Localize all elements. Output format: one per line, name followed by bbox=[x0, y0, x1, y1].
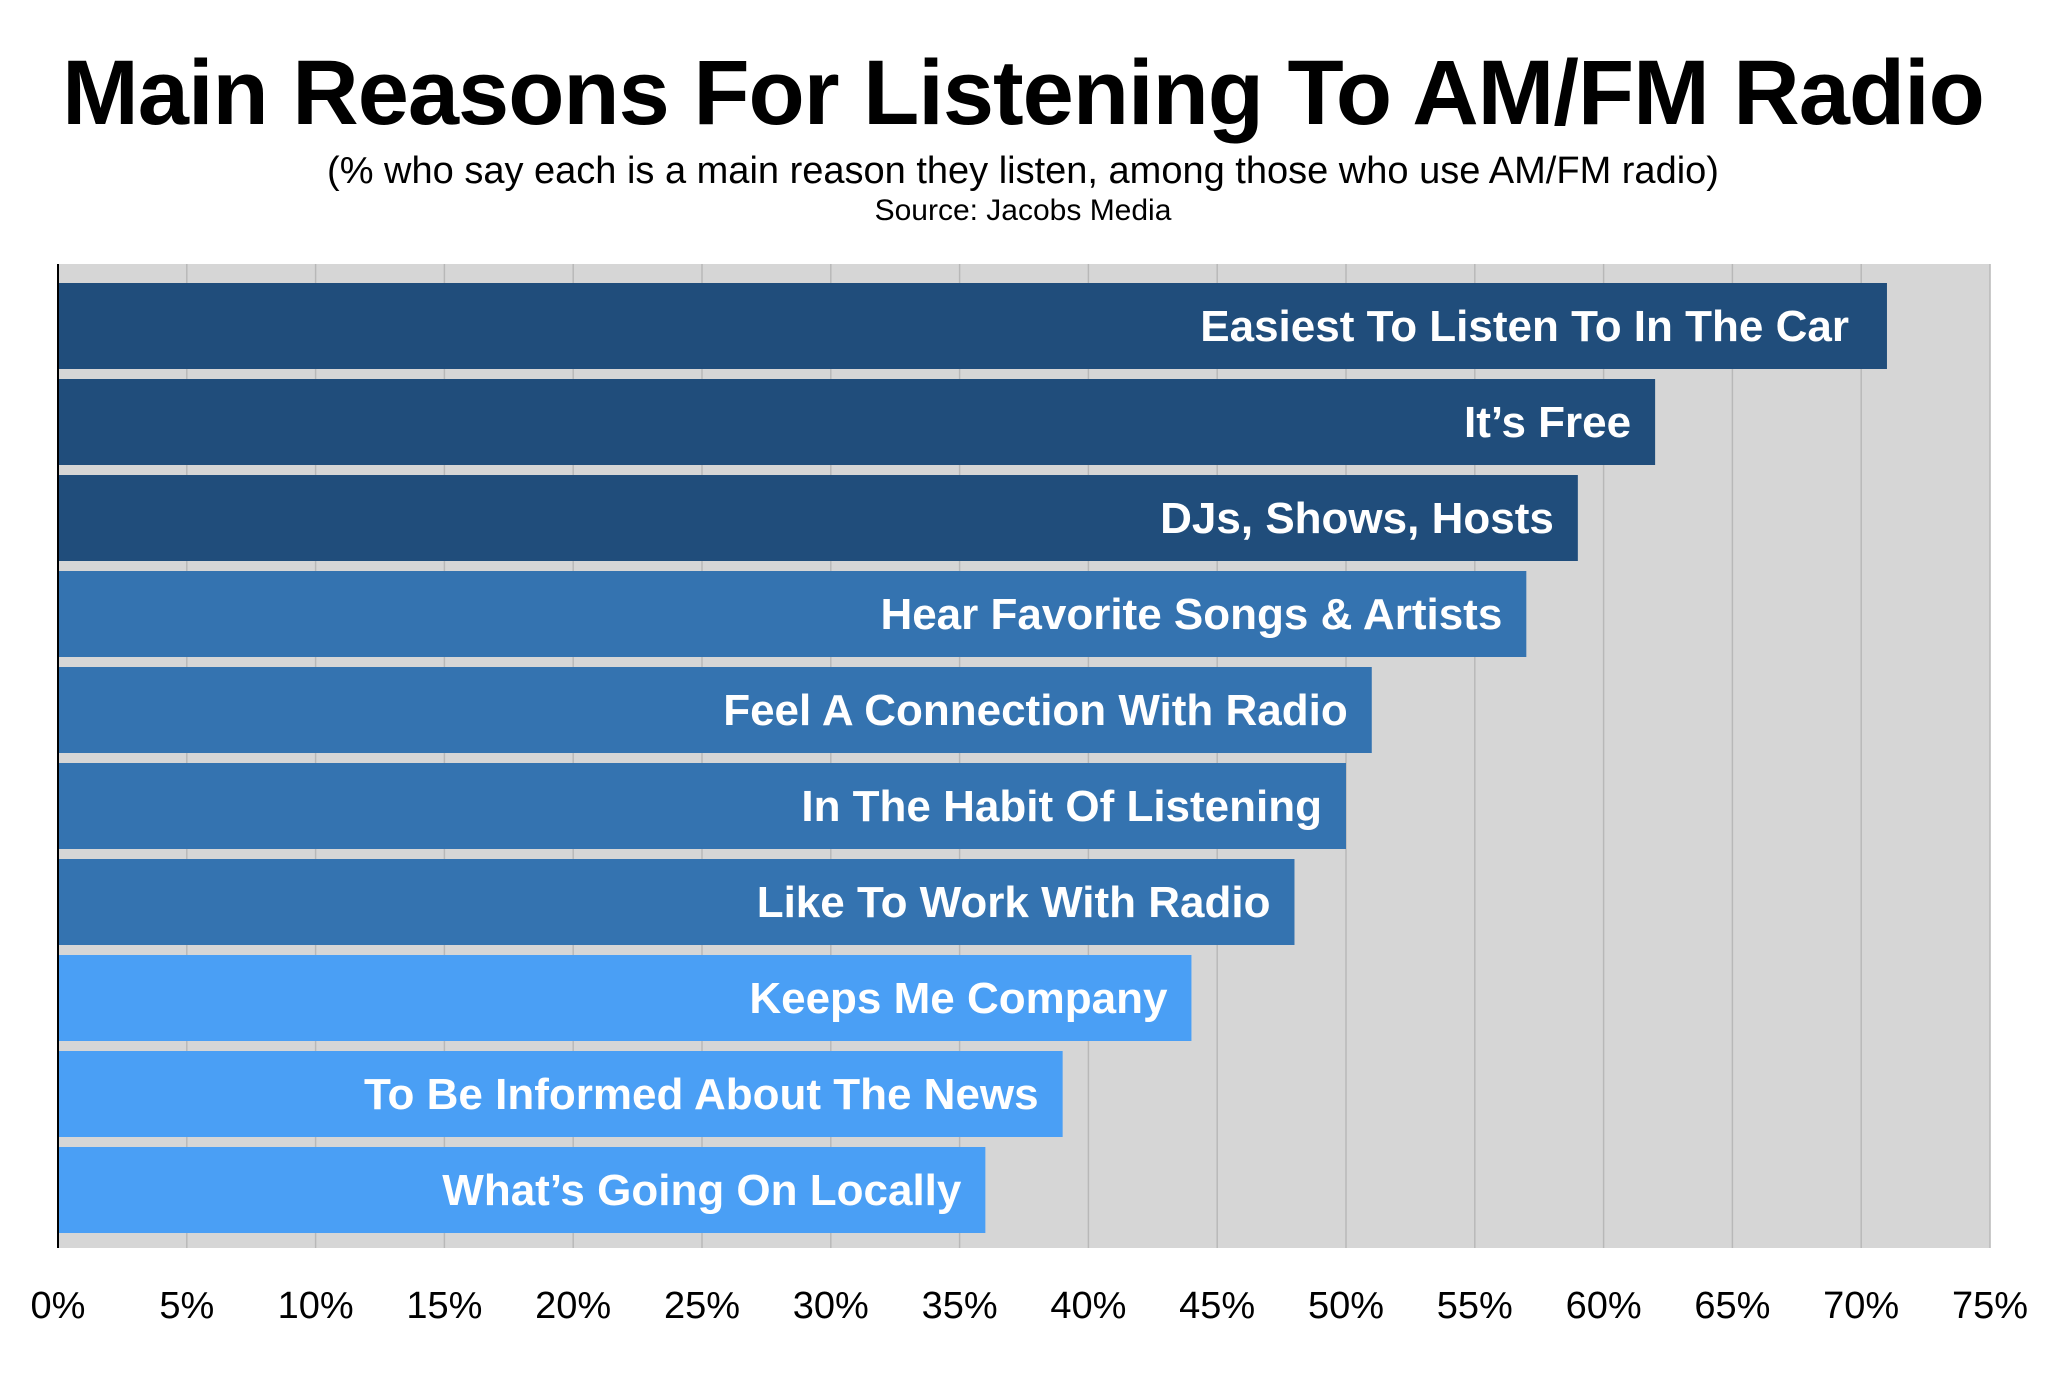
bar bbox=[58, 955, 1192, 1041]
bar-label: Hear Favorite Songs & Artists bbox=[880, 590, 1502, 639]
bar bbox=[58, 571, 1527, 657]
chart-source: Source: Jacobs Media bbox=[874, 194, 1172, 227]
bar-group: DJs, Shows, Hosts bbox=[58, 475, 1578, 561]
x-tick-label: 75% bbox=[1952, 1285, 2028, 1327]
bar-label: DJs, Shows, Hosts bbox=[1160, 494, 1554, 543]
x-tick-label: 20% bbox=[535, 1285, 611, 1327]
bar bbox=[58, 379, 1656, 465]
x-tick-label: 65% bbox=[1694, 1285, 1770, 1327]
bar-group: Easiest To Listen To In The Car bbox=[58, 283, 1887, 369]
x-tick-label: 70% bbox=[1823, 1285, 1899, 1327]
bar-label: In The Habit Of Listening bbox=[801, 782, 1322, 831]
bar-group: What’s Going On Locally bbox=[58, 1147, 986, 1233]
x-tick-label: 60% bbox=[1566, 1285, 1642, 1327]
x-tick-label: 45% bbox=[1179, 1285, 1255, 1327]
bar-label: To Be Informed About The News bbox=[364, 1070, 1039, 1119]
chart-title: Main Reasons For Listening To AM/FM Radi… bbox=[62, 42, 1985, 144]
bar-label: Feel A Connection With Radio bbox=[723, 686, 1348, 735]
chart-subtitle: (% who say each is a main reason they li… bbox=[327, 150, 1719, 192]
x-tick-label: 50% bbox=[1308, 1285, 1384, 1327]
bar bbox=[58, 859, 1295, 945]
bar-label: What’s Going On Locally bbox=[442, 1166, 962, 1215]
bar bbox=[58, 667, 1372, 753]
bar-group: It’s Free bbox=[58, 379, 1656, 465]
bar-group: To Be Informed About The News bbox=[58, 1051, 1063, 1137]
x-tick-label: 30% bbox=[793, 1285, 869, 1327]
x-axis-tick-labels: 0% 5% 10% 15% 20% 25% 30% 35% 40% 45% 50% 55% 60% 65%… bbox=[31, 1285, 2028, 1327]
x-tick-label: 15% bbox=[406, 1285, 482, 1327]
bar-label: It’s Free bbox=[1464, 398, 1631, 447]
x-tick-label: 10% bbox=[278, 1285, 354, 1327]
bar bbox=[58, 475, 1578, 561]
bar-group: Feel A Connection With Radio bbox=[58, 667, 1372, 753]
bar-group: Keeps Me Company bbox=[58, 955, 1192, 1041]
bar bbox=[58, 1051, 1063, 1137]
bar-group: In The Habit Of Listening bbox=[58, 763, 1346, 849]
bar bbox=[58, 763, 1346, 849]
bar-group: Like To Work With Radio bbox=[58, 859, 1295, 945]
bar bbox=[58, 283, 1887, 369]
x-tick-label: 5% bbox=[159, 1285, 214, 1327]
bar-label: Like To Work With Radio bbox=[757, 878, 1271, 927]
x-tick-label: 40% bbox=[1050, 1285, 1126, 1327]
bar-group: Hear Favorite Songs & Artists bbox=[58, 571, 1527, 657]
bar bbox=[58, 1147, 986, 1233]
bar-label: Keeps Me Company bbox=[749, 974, 1168, 1023]
x-tick-label: 0% bbox=[31, 1285, 86, 1327]
bar-label: Easiest To Listen To In The Car bbox=[1200, 302, 1849, 351]
x-tick-label: 55% bbox=[1437, 1285, 1513, 1327]
bars: Easiest To Listen To In The Car It’s Free… bbox=[58, 283, 1887, 1233]
x-tick-label: 25% bbox=[664, 1285, 740, 1327]
x-tick-label: 35% bbox=[922, 1285, 998, 1327]
